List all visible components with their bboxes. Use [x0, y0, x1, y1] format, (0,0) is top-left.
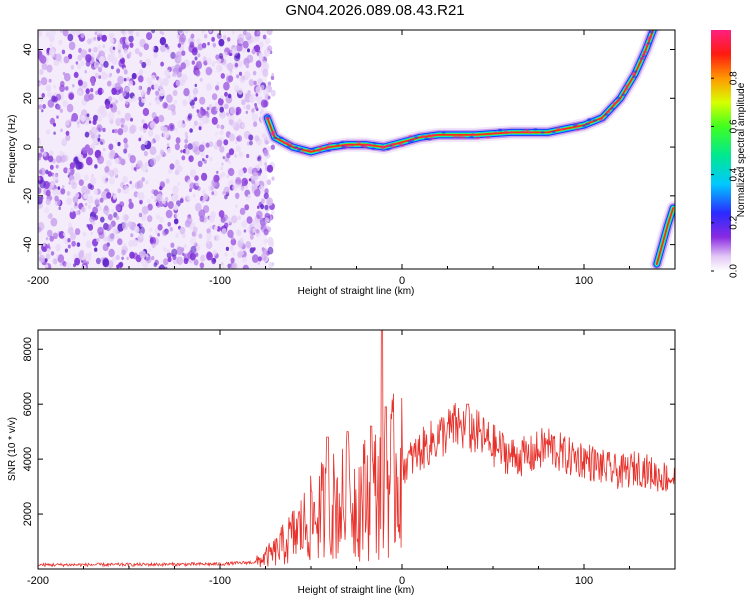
top-y-tick-label: 40: [22, 43, 34, 55]
bottom-y-tick-label: 8000: [22, 337, 34, 361]
colorbar-tick-label: 0.2: [729, 215, 740, 229]
bottom-x-tick-label: -200: [27, 575, 49, 587]
snr-line: [38, 330, 675, 568]
page-title: GN04.2026.089.08.43.R21: [285, 2, 465, 19]
colorbar-tick-label: 0.6: [729, 119, 740, 133]
noise-texture: [38, 30, 276, 269]
bottom-x-tick-label: -100: [209, 575, 231, 587]
ridge-band: [265, 30, 655, 154]
bottom-x-axis-title: Height of straight line (km): [298, 585, 415, 596]
colorbar-tick-label: 0.8: [729, 71, 740, 85]
colorbar-tick-label: 0.4: [729, 167, 740, 181]
bottom-y-tick-label: 6000: [22, 392, 34, 416]
bottom-y-tick-label: 4000: [22, 447, 34, 471]
top-x-tick-label: -200: [27, 275, 49, 287]
colorbar-tick-label: 0.0: [729, 264, 740, 278]
top-y-tick-label: -20: [22, 188, 34, 204]
colorbar-ticks: 0.0 0.2 0.4 0.6 0.8: [711, 71, 740, 278]
top-x-tick-label: 0: [399, 275, 405, 287]
aliased-ridge-band: [655, 207, 675, 265]
top-x-axis-title: Height of straight line (km): [298, 286, 415, 297]
snr-series-line: [38, 330, 675, 568]
colorbar: [711, 30, 731, 271]
top-y-tick-label: 20: [22, 92, 34, 104]
bottom-axis-ticks: -200 -100 0 100 2000 4000 6000 8000: [22, 330, 676, 587]
top-y-tick-label: -40: [22, 237, 34, 253]
bottom-x-tick-label: 0: [399, 575, 405, 587]
top-y-axis-title: Frequency (Hz): [7, 115, 18, 184]
top-y-tick-label: 0: [22, 144, 34, 150]
bottom-y-tick-label: 2000: [22, 502, 34, 526]
colorbar-title: Normalized spectral amplitude: [736, 82, 747, 217]
bottom-x-tick-label: 100: [575, 575, 593, 587]
top-x-tick-label: 100: [575, 275, 593, 287]
top-x-tick-label: -100: [209, 275, 231, 287]
bottom-plot-frame: [37, 329, 676, 570]
frequency-ridge: [260, 30, 675, 269]
bottom-y-axis-title: SNR (10 * v/v): [7, 417, 18, 481]
